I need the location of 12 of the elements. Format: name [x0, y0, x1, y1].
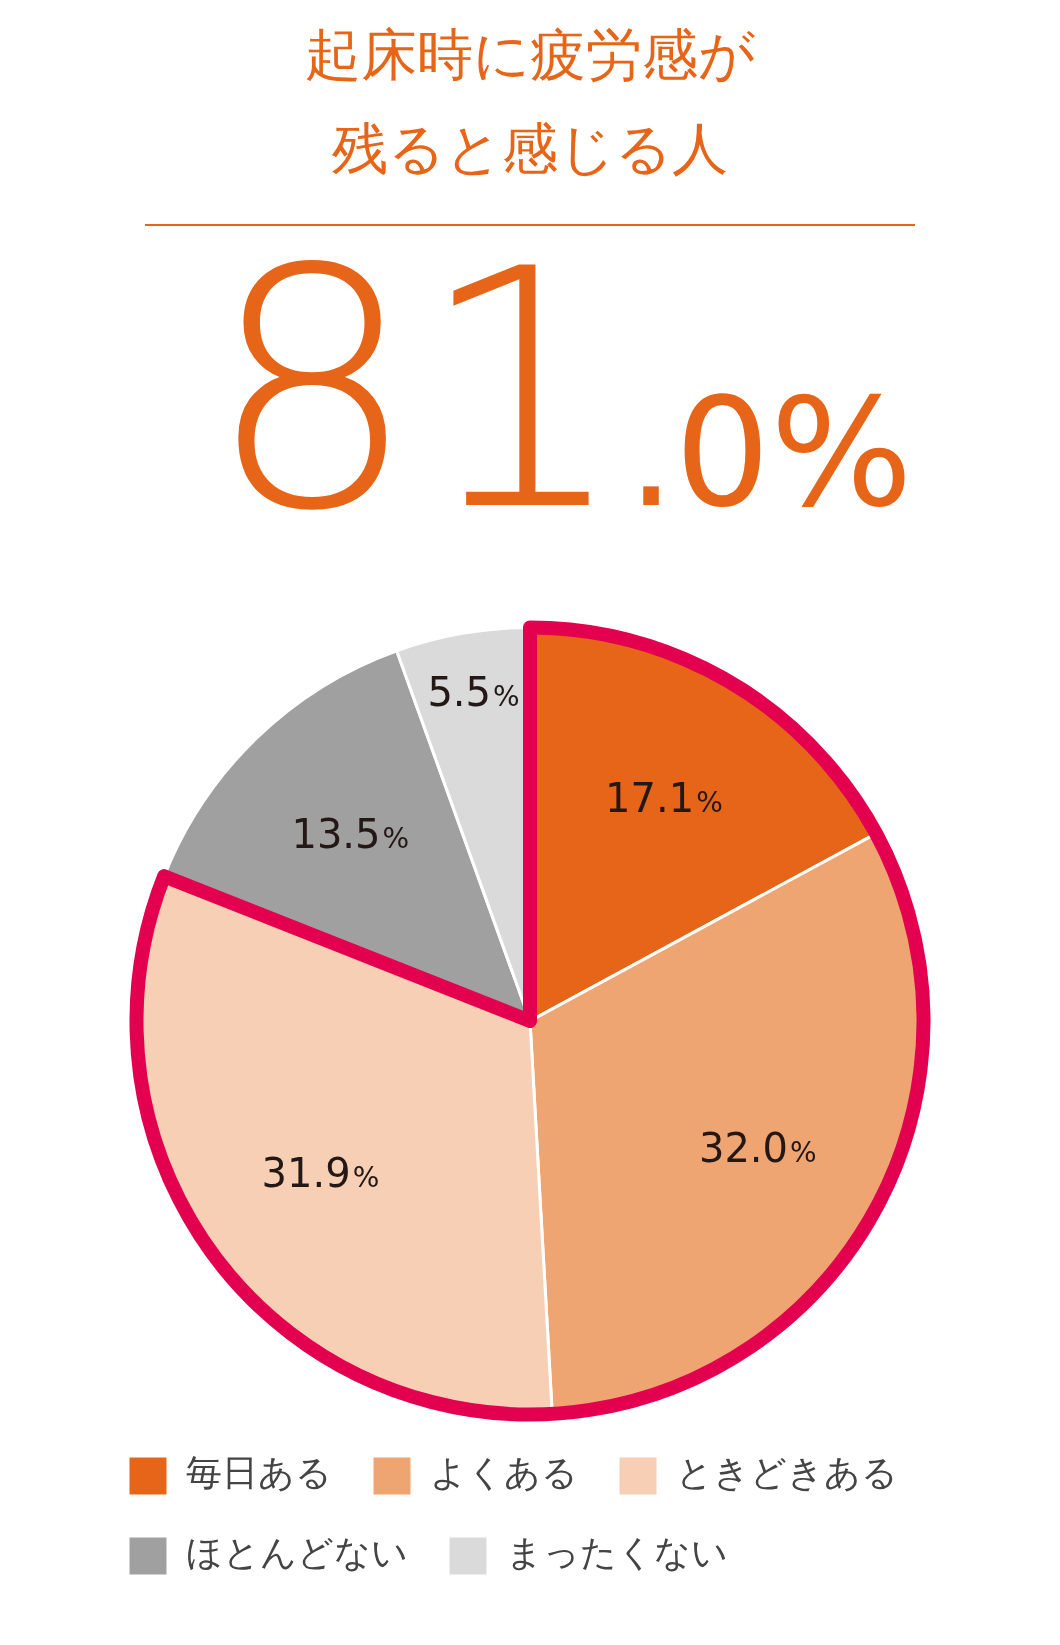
chart-title: 起床時に疲労感が残ると感じる人: [304, 21, 756, 183]
data-label: 5.5%: [427, 668, 520, 715]
legend-label: 毎日ある: [186, 1452, 332, 1494]
legend-label: ほとんどない: [186, 1532, 408, 1574]
legend-label: ときどきある: [676, 1452, 898, 1494]
data-label: 31.9%: [261, 1149, 380, 1196]
legend-label: まったくない: [506, 1532, 728, 1574]
data-label: 17.1%: [605, 774, 723, 821]
data-label: 32.0%: [698, 1124, 817, 1171]
data-label: 13.5%: [291, 811, 410, 858]
text: 81.0%: [207, 199, 913, 583]
legend-label: よくある: [430, 1452, 578, 1494]
